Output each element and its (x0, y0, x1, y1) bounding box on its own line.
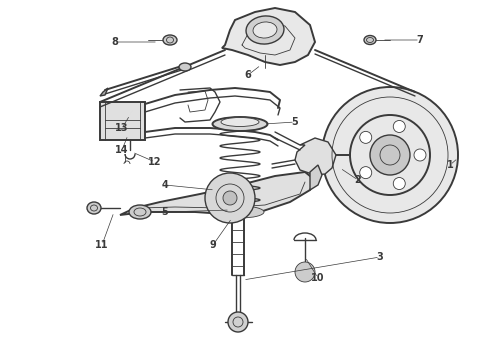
Polygon shape (222, 8, 315, 65)
Text: 10: 10 (311, 273, 325, 283)
Text: 5: 5 (292, 117, 298, 127)
Text: 13: 13 (115, 123, 129, 133)
Ellipse shape (246, 16, 284, 44)
Circle shape (393, 177, 405, 189)
Text: 12: 12 (148, 157, 162, 167)
Circle shape (322, 87, 458, 223)
Circle shape (370, 135, 410, 175)
Circle shape (295, 262, 315, 282)
Ellipse shape (216, 206, 264, 218)
Ellipse shape (87, 202, 101, 214)
Circle shape (223, 191, 237, 205)
Text: 8: 8 (112, 37, 119, 47)
Text: 5: 5 (162, 207, 169, 217)
Text: 11: 11 (95, 240, 109, 250)
Polygon shape (295, 138, 336, 175)
Circle shape (360, 167, 372, 179)
Ellipse shape (163, 35, 177, 45)
Ellipse shape (221, 117, 259, 126)
Text: 7: 7 (416, 35, 423, 45)
Text: 4: 4 (162, 180, 169, 190)
Ellipse shape (213, 117, 268, 131)
Polygon shape (310, 165, 322, 190)
Polygon shape (100, 102, 145, 140)
Ellipse shape (129, 205, 151, 219)
Text: 1: 1 (446, 160, 453, 170)
Circle shape (360, 131, 372, 143)
Ellipse shape (364, 36, 376, 45)
Text: 3: 3 (377, 252, 383, 262)
Text: 14: 14 (115, 145, 129, 155)
Text: 2: 2 (355, 175, 361, 185)
Polygon shape (120, 172, 315, 215)
Circle shape (228, 312, 248, 332)
Polygon shape (100, 88, 108, 96)
Circle shape (393, 121, 405, 132)
Text: 6: 6 (245, 70, 251, 80)
Ellipse shape (253, 22, 277, 38)
Ellipse shape (179, 63, 191, 71)
Circle shape (205, 173, 255, 223)
Circle shape (414, 149, 426, 161)
Text: 9: 9 (210, 240, 217, 250)
